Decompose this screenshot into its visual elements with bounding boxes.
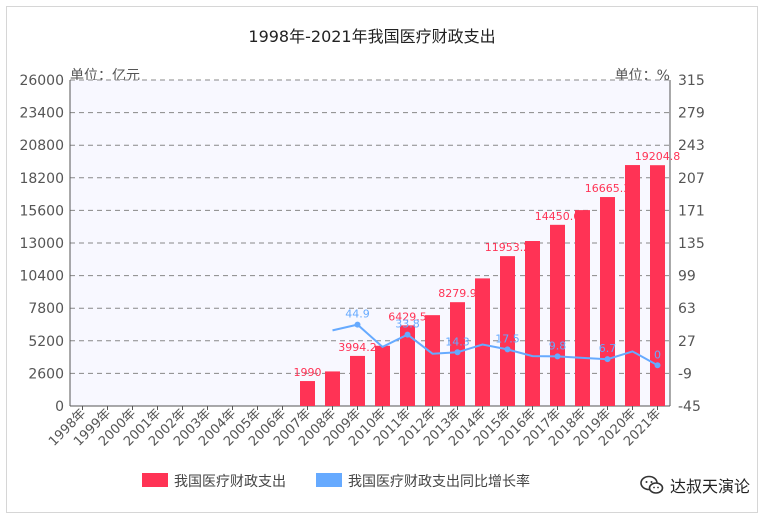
y-left-tick-label: 13000	[19, 236, 64, 252]
bar-data-label: 3994.2	[338, 341, 377, 354]
chart-title: 1998年-2021年我国医疗财政支出	[248, 27, 495, 46]
bar	[475, 278, 490, 406]
line-data-label: 6.7	[599, 342, 617, 355]
legend-label-bar: 我国医疗财政支出	[174, 474, 286, 490]
legend-swatch-bar	[142, 473, 168, 487]
line-data-label: 17.5	[495, 332, 520, 345]
y-right-tick-label: 243	[678, 138, 705, 154]
growth-point	[554, 353, 561, 360]
y-left-tick-label: 26000	[19, 73, 64, 89]
bar	[600, 197, 615, 406]
y-right-tick-label: 63	[678, 301, 696, 317]
bar	[425, 315, 440, 406]
growth-point	[454, 349, 461, 356]
bar-data-label: 8279.9	[438, 287, 477, 300]
growth-point	[504, 346, 511, 353]
bar	[400, 325, 415, 406]
growth-point	[654, 362, 661, 369]
y-left-tick-label: 23400	[19, 106, 64, 122]
growth-point	[604, 356, 611, 363]
y-right-tick-label: 99	[678, 269, 696, 285]
y-left-tick-label: 18200	[19, 171, 64, 187]
bar	[525, 241, 540, 406]
bar-data-label: 1990	[294, 366, 322, 379]
bar	[650, 165, 665, 406]
growth-line	[332, 323, 658, 367]
y-right-tick-label: 27	[678, 334, 696, 350]
y-right-tick-label: 171	[678, 203, 705, 219]
y-right-tick-label: 315	[678, 73, 705, 89]
bar-data-label: 6429.5	[388, 310, 427, 323]
y-left-tick-label: 2600	[28, 366, 64, 382]
watermark: 达叔天演论	[640, 473, 750, 497]
bar	[625, 165, 640, 406]
bar	[350, 355, 365, 406]
bar	[375, 345, 390, 406]
line-data-label: 33.8	[395, 318, 420, 331]
legend-label-line: 我国医疗财政支出同比增长率	[348, 473, 530, 490]
bar	[575, 210, 590, 406]
wechat-icon	[640, 475, 664, 494]
bar-data-label: 19204.8	[635, 150, 681, 163]
watermark-text: 达叔天演论	[669, 477, 750, 496]
line-data-label: 44.9	[345, 308, 370, 321]
bar-data-label: 16665.3	[585, 182, 631, 195]
bar-data-label: 14450.6	[535, 210, 581, 223]
bar-data-label: 11953.2	[485, 241, 531, 254]
legend-swatch-line	[316, 473, 342, 487]
y-left-tick-label: 0	[55, 399, 64, 415]
bar	[550, 224, 565, 406]
y-right-tick-label: 279	[678, 106, 705, 122]
line-data-label: 9.8	[549, 339, 567, 352]
y-left-tick-label: 15600	[19, 203, 64, 219]
legend: 我国医疗财政支出 我国医疗财政支出同比增长率	[142, 473, 530, 490]
y-left-tick-label: 10400	[19, 269, 64, 285]
growth-point	[404, 331, 411, 338]
chart-frame	[6, 6, 758, 513]
bar	[500, 256, 515, 406]
y-right-tick-label: -45	[678, 399, 701, 415]
growth-point	[354, 321, 361, 328]
y-right-tick-label: 207	[678, 171, 705, 187]
y-right-tick-label: 135	[678, 236, 705, 252]
y-left-tick-label: 7800	[28, 301, 64, 317]
bar	[325, 371, 340, 406]
line-data-label: 0	[654, 348, 661, 361]
y-left-tick-label: 5200	[28, 334, 64, 350]
y-right-tick-label: -9	[678, 366, 692, 382]
line-data-label: 14.3	[445, 335, 470, 348]
y-left-tick-label: 20800	[19, 138, 64, 154]
bar	[300, 381, 315, 406]
